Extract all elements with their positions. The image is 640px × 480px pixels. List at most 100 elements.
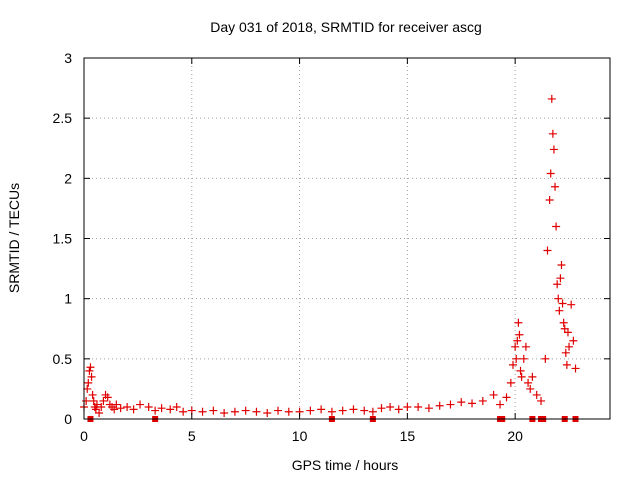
data-point <box>502 393 511 402</box>
data-point <box>567 300 576 309</box>
data-point <box>561 348 570 357</box>
data-point <box>519 354 528 363</box>
data-point <box>129 405 138 414</box>
data-point <box>559 318 568 327</box>
data-point <box>144 402 153 411</box>
y-tick-label: 2 <box>64 170 72 186</box>
data-point <box>99 396 108 405</box>
plot-frame <box>83 57 611 420</box>
data-point <box>517 372 526 381</box>
data-point <box>87 372 96 381</box>
data-point <box>514 318 523 327</box>
data-point <box>524 378 533 387</box>
data-point <box>496 400 505 409</box>
data-point <box>571 364 580 373</box>
data-point <box>532 390 541 399</box>
data-point <box>516 366 525 375</box>
data-point <box>82 396 91 405</box>
data-point <box>123 402 132 411</box>
chart-title: Day 031 of 2018, SRMTID for receiver asc… <box>210 19 482 35</box>
data-point <box>528 372 537 381</box>
data-point <box>513 336 522 345</box>
data-point <box>338 406 347 415</box>
data-point <box>563 328 572 337</box>
data-point <box>88 390 97 399</box>
y-tick-label: 0 <box>64 411 72 427</box>
data-point <box>220 408 229 417</box>
y-tick-label: 1.5 <box>53 231 73 247</box>
x-tick-label: 15 <box>400 428 416 444</box>
data-point <box>555 306 564 315</box>
y-tick-label: 1 <box>64 291 72 307</box>
data-point <box>252 407 261 416</box>
data-points <box>80 94 580 422</box>
data-point <box>241 406 250 415</box>
data-point <box>360 406 369 415</box>
data-point <box>198 407 207 416</box>
data-point <box>86 363 95 372</box>
data-point <box>97 402 106 411</box>
data-point <box>512 354 521 363</box>
data-point <box>157 404 166 413</box>
data-point <box>83 384 92 393</box>
data-point <box>306 406 315 415</box>
data-point <box>508 360 517 369</box>
x-axis-label: GPS time / hours <box>292 457 399 473</box>
data-point <box>478 396 487 405</box>
data-point <box>543 246 552 255</box>
data-point <box>179 407 188 416</box>
data-point <box>446 400 455 409</box>
data-point <box>166 405 175 414</box>
data-point <box>368 407 377 416</box>
x-tick-label: 10 <box>292 428 308 444</box>
data-point <box>557 260 566 269</box>
data-point <box>386 402 395 411</box>
x-ticks: 0 5 10 15 20 <box>80 58 523 444</box>
data-point <box>110 405 119 414</box>
data-point <box>511 342 520 351</box>
data-point <box>435 401 444 410</box>
data-point <box>85 366 94 375</box>
data-point <box>541 354 550 363</box>
data-point <box>468 399 477 408</box>
data-point <box>112 400 121 409</box>
data-point <box>515 330 524 339</box>
data-point <box>84 378 93 387</box>
data-point <box>546 169 555 178</box>
data-point <box>103 393 112 402</box>
data-point <box>552 222 561 231</box>
y-axis-label: SRMTID / TECUs <box>6 183 22 293</box>
data-point <box>274 406 283 415</box>
data-point <box>377 404 386 413</box>
data-point <box>95 408 104 417</box>
data-point <box>284 407 293 416</box>
data-point <box>349 405 358 414</box>
data-point <box>394 405 403 414</box>
y-ticks: 0 0.5 1 1.5 2 2.5 3 <box>53 50 610 427</box>
data-point <box>457 398 466 407</box>
data-point <box>565 342 574 351</box>
x-tick-label: 20 <box>507 428 523 444</box>
data-point <box>489 390 498 399</box>
data-point <box>526 384 535 393</box>
data-point <box>209 406 218 415</box>
data-point <box>263 408 272 417</box>
data-point <box>521 342 530 351</box>
data-point <box>414 402 423 411</box>
data-point <box>547 94 556 103</box>
data-point <box>506 378 515 387</box>
y-tick-label: 3 <box>64 50 72 66</box>
data-point <box>556 274 565 283</box>
y-tick-label: 0.5 <box>53 351 73 367</box>
data-point <box>551 182 560 191</box>
data-point <box>230 407 239 416</box>
data-point <box>548 129 557 138</box>
data-point <box>136 400 145 409</box>
data-point <box>116 404 125 413</box>
data-point <box>537 396 546 405</box>
data-point <box>327 407 336 416</box>
grid-lines <box>84 58 610 419</box>
data-point <box>569 336 578 345</box>
data-point <box>562 360 571 369</box>
